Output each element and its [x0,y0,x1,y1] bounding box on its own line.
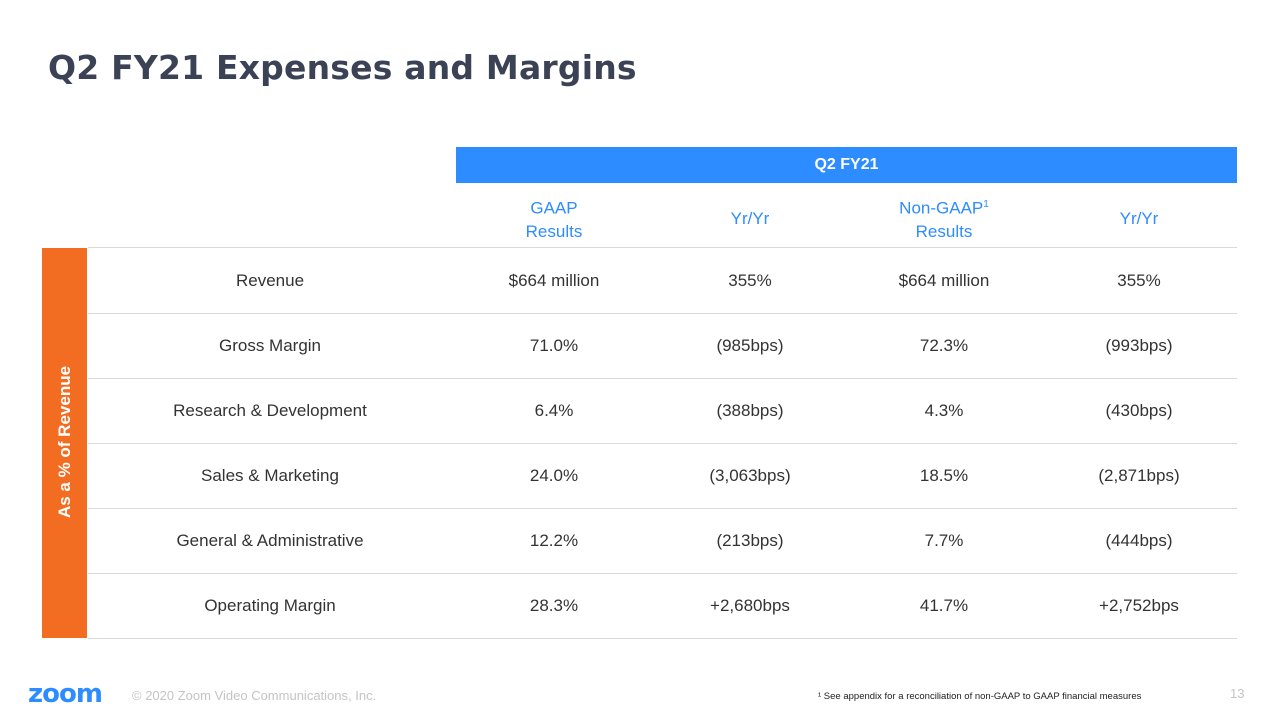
gaap-yoy: 355% [728,270,772,290]
zoom-logo: zoom [28,679,103,709]
copyright-notice: © 2020 Zoom Video Communications, Inc. [132,688,377,703]
period-header: Q2 FY21 [456,147,1237,183]
nongaap-yoy: (444bps) [1105,530,1173,550]
page-title: Q2 FY21 Expenses and Margins [48,48,637,87]
row-label: Sales & Marketing [201,465,339,485]
gaap-result: 6.4% [534,400,574,420]
table-row-operating-margin: Operating Margin 28.3% +2,680bps 41.7% +… [88,573,1237,639]
row-label: General & Administrative [176,530,364,550]
side-label: As a % of Revenue [55,365,74,519]
header-divider [88,247,1237,248]
nongaap-yoy: (993bps) [1105,335,1173,355]
footnote: ¹ See appendix for a reconciliation of n… [818,691,1142,702]
table-row-research-development: Research & Development 6.4% (388bps) 4.3… [88,378,1237,444]
row-label: Operating Margin [204,595,336,615]
side-label-bar [42,248,87,638]
gaap-yoy: (985bps) [716,335,784,355]
table-row-sales-marketing: Sales & Marketing 24.0% (3,063bps) 18.5%… [88,443,1237,509]
nongaap-result: 72.3% [919,335,969,355]
table-row-gross-margin: Gross Margin 71.0% (985bps) 72.3% (993bp… [88,313,1237,379]
column-header-line1: GAAP [530,198,578,218]
column-header-line2: Results [525,221,583,241]
table-row-revenue: Revenue $664 million 355% $664 million 3… [88,248,1237,314]
nongaap-result: 41.7% [919,595,969,615]
page-number: 13 [1230,686,1245,701]
table-row-general-administrative: General & Administrative 12.2% (213bps) … [88,508,1237,574]
nongaap-result: 4.3% [924,400,964,420]
nongaap-yoy: 355% [1117,270,1161,290]
gaap-result: $664 million [508,270,600,290]
row-label: Research & Development [173,400,367,420]
gaap-yoy: (388bps) [716,400,784,420]
nongaap-result: $664 million [898,270,990,290]
gaap-yoy: (3,063bps) [709,465,791,485]
column-header-nongaap-results: Non-GAAP1 Results [884,194,1004,242]
column-header-line1: Yr/Yr [1119,208,1159,228]
nongaap-result: 7.7% [924,530,964,550]
nongaap-result: 18.5% [919,465,969,485]
column-header-gaap-yoy: Yr/Yr [680,194,820,242]
column-header-gaap-results: GAAP Results [494,194,614,242]
gaap-result: 71.0% [529,335,579,355]
column-header-line1: Yr/Yr [730,208,770,228]
nongaap-yoy: +2,752bps [1099,595,1179,615]
gaap-result: 12.2% [529,530,579,550]
nongaap-yoy: (430bps) [1105,400,1173,420]
column-header-line1: Non-GAAP1 [899,198,989,218]
row-label: Revenue [235,270,305,290]
nongaap-yoy: (2,871bps) [1098,465,1180,485]
column-header-nongaap-yoy: Yr/Yr [1079,194,1199,242]
gaap-result: 24.0% [529,465,579,485]
gaap-yoy: (213bps) [716,530,784,550]
gaap-result: 28.3% [529,595,579,615]
column-header-line2: Results [915,221,973,241]
row-label: Gross Margin [218,335,322,355]
gaap-yoy: +2,680bps [710,595,790,615]
